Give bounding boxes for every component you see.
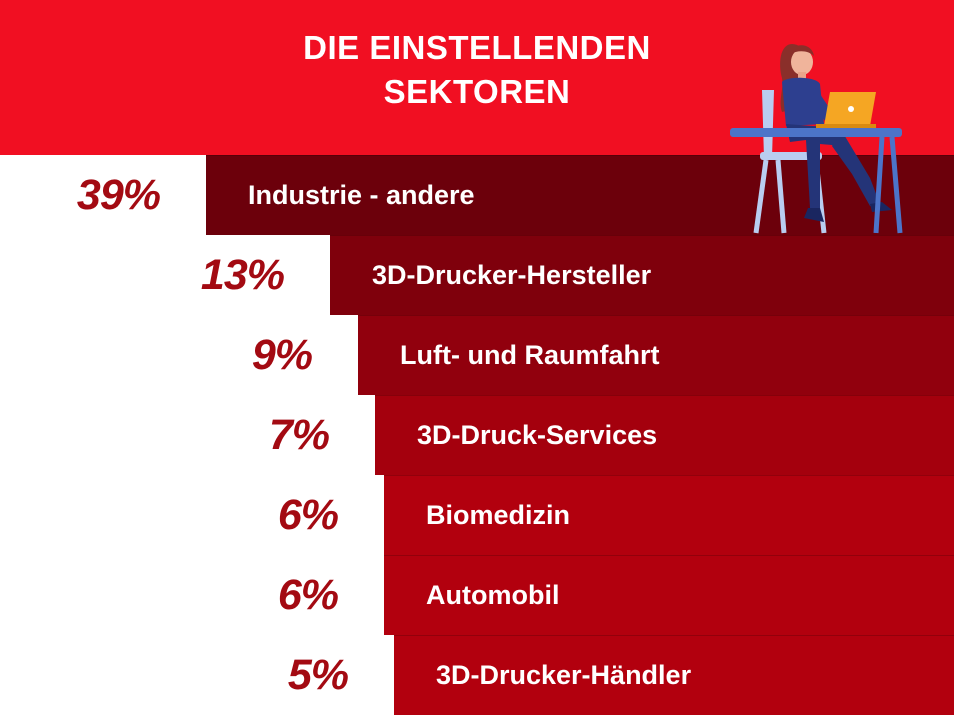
bar-category-label: 3D-Drucker-Hersteller bbox=[372, 260, 652, 290]
bar-value-label: 13% bbox=[200, 251, 285, 299]
bar-value-label: 39% bbox=[76, 171, 161, 219]
title-line-2: SEKTOREN bbox=[383, 73, 571, 110]
page-title: DIE EINSTELLENDEN SEKTOREN bbox=[0, 26, 954, 114]
bar-value-label: 9% bbox=[251, 331, 313, 379]
chart-bar bbox=[384, 475, 954, 555]
bar-category-label: Luft- und Raumfahrt bbox=[400, 340, 660, 370]
chart-bar bbox=[358, 315, 954, 395]
bar-value-label: 6% bbox=[277, 571, 339, 619]
chart-bar bbox=[375, 395, 954, 475]
bar-category-label: Industrie - andere bbox=[248, 180, 475, 210]
bar-category-label: 3D-Druck-Services bbox=[417, 420, 658, 450]
title-line-1: DIE EINSTELLENDEN bbox=[303, 29, 651, 66]
bar-value-label: 5% bbox=[287, 651, 349, 699]
chart-bar bbox=[330, 235, 954, 315]
chart-bar bbox=[394, 635, 954, 715]
chart-bar bbox=[206, 155, 954, 235]
woman-at-laptop-icon bbox=[730, 44, 903, 234]
bar-value-label: 6% bbox=[277, 491, 339, 539]
bar-category-label: Biomedizin bbox=[426, 500, 571, 530]
bar-category-label: Automobil bbox=[426, 580, 560, 610]
bar-value-label: 7% bbox=[268, 411, 330, 459]
bar-category-label: 3D-Drucker-Händler bbox=[436, 660, 692, 690]
chart-bar bbox=[384, 555, 954, 635]
